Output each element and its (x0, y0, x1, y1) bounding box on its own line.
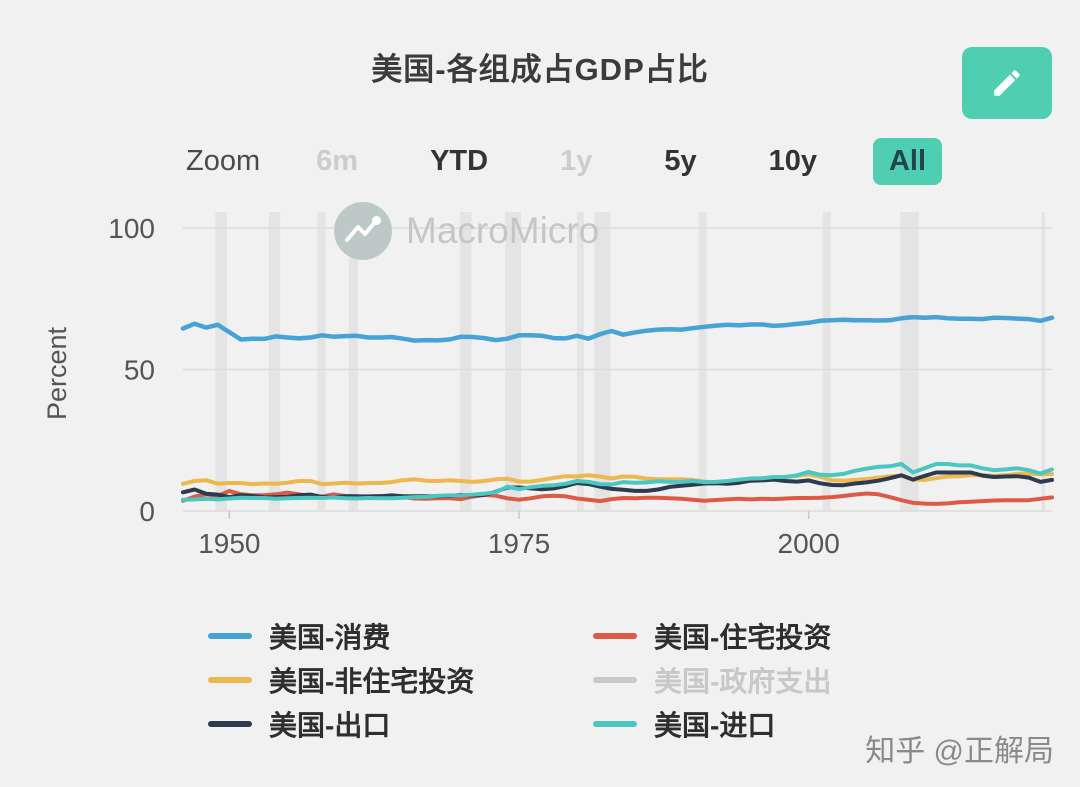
range-button-1y[interactable]: 1y (560, 145, 593, 177)
page-title: 美国-各组成占GDP占比 (371, 52, 709, 87)
y-axis-title: Percent (42, 326, 72, 420)
edit-button[interactable] (962, 47, 1052, 119)
range-button-all[interactable]: All (872, 138, 943, 185)
pencil-icon (990, 66, 1024, 100)
zhihu-watermark: 知乎 @正解局 (865, 735, 1054, 768)
legend-label: 美国-出口 (269, 710, 391, 741)
svg-text:1950: 1950 (198, 528, 260, 559)
legend-item-consumption[interactable]: 美国-消费 (208, 618, 593, 654)
legend-label: 美国-进口 (654, 710, 776, 741)
legend-item-government-spending[interactable]: 美国-政府支出 (593, 662, 831, 698)
svg-text:0: 0 (139, 496, 155, 527)
legend-marker-imports (593, 721, 637, 727)
svg-text:100: 100 (108, 213, 155, 244)
legend-item-exports[interactable]: 美国-出口 (208, 706, 593, 742)
legend-label: 美国-非住宅投资 (269, 666, 475, 697)
range-button-ytd[interactable]: YTD (430, 145, 489, 177)
chart-legend: 美国-消费 美国-住宅投资 美国-非住宅投资 美国-政府支出 美国-出口 美国-… (208, 618, 831, 742)
svg-text:50: 50 (124, 355, 155, 386)
legend-marker-consumption (208, 633, 252, 639)
legend-label: 美国-政府支出 (654, 666, 832, 697)
range-button-10y[interactable]: 10y (768, 145, 817, 177)
legend-item-nonresidential-investment[interactable]: 美国-非住宅投资 (208, 662, 593, 698)
range-button-6m[interactable]: 6m (316, 145, 359, 177)
legend-marker-nonresidential-investment (208, 677, 252, 683)
legend-marker-residential-investment (593, 633, 637, 639)
zoom-label: Zoom (186, 145, 261, 177)
svg-text:1975: 1975 (488, 528, 550, 559)
legend-item-residential-investment[interactable]: 美国-住宅投资 (593, 618, 831, 654)
legend-label: 美国-消费 (269, 622, 391, 653)
svg-text:2000: 2000 (778, 528, 840, 559)
legend-label: 美国-住宅投资 (654, 622, 832, 653)
range-selector: Zoom 6m YTD 1y 5y 10y All (186, 138, 943, 185)
legend-marker-exports (208, 721, 252, 727)
range-button-5y[interactable]: 5y (664, 145, 697, 177)
chart-canvas: 0 50 100 1950 1975 2000 (108, 212, 1055, 559)
legend-marker-government-spending (593, 677, 637, 683)
legend-item-imports[interactable]: 美国-进口 (593, 706, 831, 742)
chart-plot-area[interactable]: 0 50 100 1950 1975 2000 (0, 192, 1080, 572)
